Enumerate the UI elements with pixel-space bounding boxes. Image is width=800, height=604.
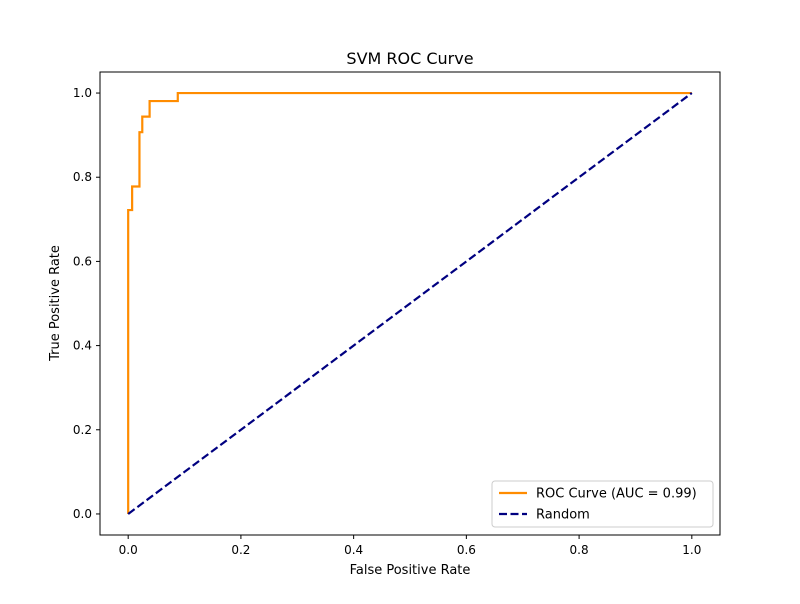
x-tick-label: 0.0 xyxy=(119,543,138,557)
x-tick-label: 0.6 xyxy=(457,543,476,557)
y-tick-label: 0.4 xyxy=(73,339,92,353)
y-axis-label: True Positive Rate xyxy=(48,245,63,362)
legend-label: ROC Curve (AUC = 0.99) xyxy=(536,487,697,502)
x-tick-label: 0.8 xyxy=(570,543,589,557)
legend-label: Random xyxy=(536,508,590,523)
x-tick-label: 0.4 xyxy=(344,543,363,557)
y-tick-label: 0.0 xyxy=(73,507,92,521)
y-tick-label: 0.2 xyxy=(73,423,92,437)
legend: ROC Curve (AUC = 0.99) Random xyxy=(491,480,714,528)
axes-frame xyxy=(99,71,721,536)
x-tick-label: 1.0 xyxy=(682,543,701,557)
series-line-roc xyxy=(127,91,692,514)
legend-box xyxy=(491,480,714,528)
y-tick-label: 0.6 xyxy=(73,254,92,268)
y-tick-label: 1.0 xyxy=(73,86,92,100)
x-tick-label: 0.2 xyxy=(231,543,250,557)
x-axis-label: False Positive Rate xyxy=(350,563,471,578)
y-tick-label: 0.8 xyxy=(73,170,92,184)
series-line-random xyxy=(127,92,693,515)
chart-title: SVM ROC Curve xyxy=(346,49,473,68)
